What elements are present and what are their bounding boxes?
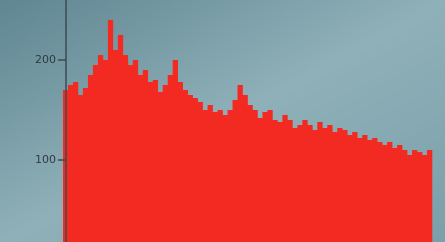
- histogram-bar: [148, 82, 153, 242]
- histogram-bar: [108, 20, 113, 242]
- histogram-bar: [267, 110, 272, 242]
- histogram-bar: [93, 65, 98, 242]
- histogram-bar: [138, 75, 143, 242]
- histogram-bar: [188, 95, 193, 242]
- histogram-bar: [223, 115, 228, 242]
- histogram-bar: [178, 82, 183, 242]
- histogram-bar: [392, 148, 397, 242]
- histogram-bar: [163, 85, 168, 242]
- histogram-bar: [228, 110, 233, 242]
- histogram-bar: [133, 60, 138, 242]
- histogram-bar: [382, 145, 387, 242]
- histogram-bar: [113, 50, 118, 242]
- histogram-bar: [257, 118, 262, 242]
- histogram-bar: [307, 125, 312, 242]
- y-tick-label: 100: [35, 153, 56, 166]
- histogram-bar: [128, 65, 133, 242]
- histogram-bar: [73, 82, 78, 242]
- histogram-bar: [372, 138, 377, 242]
- histogram-bar: [203, 110, 208, 242]
- histogram-bar: [243, 95, 248, 242]
- histogram-bar: [317, 122, 322, 242]
- histogram-bar: [158, 92, 163, 242]
- histogram-bar: [123, 55, 128, 242]
- histogram-bar: [198, 102, 203, 242]
- histogram-bar: [118, 35, 123, 242]
- histogram-bar: [272, 120, 277, 242]
- histogram-bar: [98, 55, 103, 242]
- histogram-bar: [183, 90, 188, 242]
- histogram-bar: [332, 132, 337, 242]
- histogram-bar: [213, 112, 218, 242]
- chart: 100 200: [0, 0, 445, 242]
- histogram-bar: [407, 155, 412, 242]
- histogram-bar: [153, 80, 158, 242]
- histogram-bar: [367, 140, 372, 242]
- histogram-bar: [143, 70, 148, 242]
- histogram-bar: [208, 105, 213, 242]
- histogram-bar: [427, 150, 432, 242]
- histogram-bar: [238, 85, 243, 242]
- histogram-bar: [168, 75, 173, 242]
- histogram-bar: [337, 128, 342, 242]
- y-tick-label: 200: [35, 53, 56, 66]
- histogram-bar: [327, 125, 332, 242]
- histogram-bar: [193, 98, 198, 242]
- histogram-bar: [277, 122, 282, 242]
- histogram-bar: [397, 145, 402, 242]
- histogram-bar: [402, 150, 407, 242]
- histogram-bar: [78, 95, 83, 242]
- histogram-bar: [422, 155, 427, 242]
- histogram-bar: [377, 142, 382, 242]
- histogram-bar: [287, 120, 292, 242]
- histogram-bar: [342, 130, 347, 242]
- histogram-bar: [322, 128, 327, 242]
- histogram-bar: [83, 88, 88, 242]
- histogram-bar: [218, 110, 223, 242]
- histogram-bar: [357, 138, 362, 242]
- histogram-bar: [297, 125, 302, 242]
- histogram-bar: [173, 60, 178, 242]
- histogram-bar: [312, 130, 317, 242]
- histogram-bar: [248, 105, 253, 242]
- histogram-bar: [292, 128, 297, 242]
- histogram-bar: [282, 115, 287, 242]
- histogram-bar: [262, 112, 267, 242]
- histogram-bar: [347, 135, 352, 242]
- histogram-bar: [352, 132, 357, 242]
- histogram-bar: [417, 152, 422, 242]
- histogram-bar: [252, 110, 257, 242]
- histogram-bar: [68, 85, 73, 242]
- histogram-bar: [362, 135, 367, 242]
- histogram-bar: [103, 60, 108, 242]
- histogram-bar: [233, 100, 238, 242]
- histogram-bar: [387, 142, 392, 242]
- histogram-bar: [412, 150, 417, 242]
- histogram-bar: [302, 120, 307, 242]
- histogram-bar: [88, 75, 93, 242]
